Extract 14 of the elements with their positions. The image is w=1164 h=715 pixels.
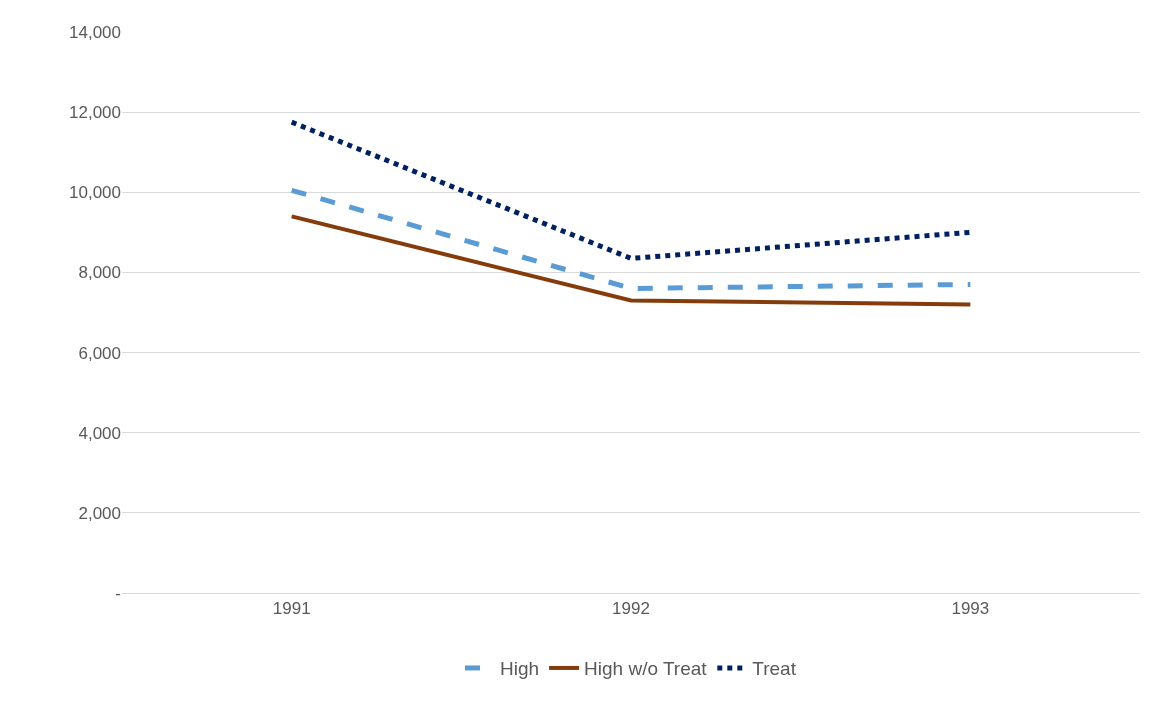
- x-tick-label: 1993: [951, 599, 990, 619]
- legend-label: Treat: [752, 658, 797, 680]
- y-tick-label: 2,000: [78, 503, 121, 523]
- x-tick-label: 1992: [612, 599, 650, 619]
- legend-label: High: [500, 658, 540, 680]
- y-tick-label: 12,000: [69, 103, 121, 123]
- y-tick-label: 14,000: [69, 22, 121, 42]
- y-tick-label: -: [115, 583, 121, 603]
- y-tick-label: 4,000: [78, 423, 121, 443]
- y-tick-label: 8,000: [78, 263, 121, 283]
- y-tick-label: 6,000: [78, 343, 121, 363]
- legend-label: High w/o Treat: [584, 658, 708, 680]
- x-tick-label: 1991: [272, 599, 311, 619]
- y-tick-label: 10,000: [69, 183, 121, 203]
